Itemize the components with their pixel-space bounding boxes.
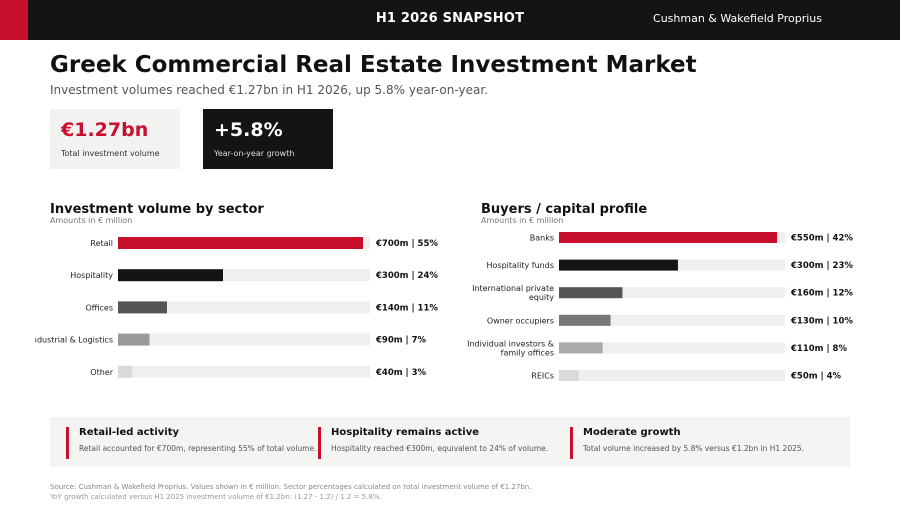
bar-track: [559, 287, 785, 299]
sector-bar-chart: Retail €700m | 55% Hospitality €300m | 24% O…: [35, 202, 465, 402]
insight-heading: Retail-led activity: [79, 427, 179, 438]
page-subtitle: Investment volumes reached €1.27bn in H1…: [50, 83, 488, 97]
bar: [118, 301, 167, 314]
value-label: €40m | 3%: [375, 368, 427, 378]
category-label: Banks: [530, 234, 554, 243]
source-line-1: Source: Cushman & Wakefield Proprius. Va…: [50, 483, 532, 491]
brand-name: Cushman & Wakefield Proprius: [653, 12, 822, 25]
insight-retail: Retail-led activity Retail accounted for…: [66, 427, 316, 459]
bar: [118, 333, 150, 346]
buyers-chart-svg: Banks €550m | 42% Hospitality funds €300m |…: [467, 232, 853, 382]
chart-unit-label: Amounts in € million: [50, 216, 133, 225]
bar-track: [118, 365, 370, 378]
category-label: Other: [90, 368, 113, 377]
chart-unit-label: Amounts in € million: [481, 216, 564, 225]
value-label: €140m | 11%: [375, 303, 438, 313]
value-label: €110m | 8%: [790, 344, 847, 354]
top-bar: H1 2026 SNAPSHOT Cushman & Wakefield Pro…: [0, 0, 900, 40]
kpi-value: €1.27bn: [61, 119, 149, 141]
bar: [559, 287, 623, 299]
value-label: €90m | 7%: [375, 336, 427, 346]
insights-panel: Retail-led activity Retail accounted for…: [50, 417, 850, 467]
insight-body: Total volume increased by 5.8% versus €1…: [583, 444, 805, 453]
category-label: Hospitality funds: [487, 261, 554, 270]
kpi-value: +5.8%: [214, 119, 283, 141]
bar-track: [559, 370, 785, 381]
kpi-card-yoy-growth: +5.8% Year-on-year growth: [203, 109, 333, 169]
bar-track: [118, 301, 370, 314]
bar-track: [118, 333, 370, 346]
category-label: Industrial & Logistics: [35, 336, 113, 345]
value-label: €130m | 10%: [790, 316, 853, 326]
insight-hospitality: Hospitality remains active Hospitality r…: [318, 427, 548, 459]
value-label: €700m | 55%: [375, 239, 438, 249]
value-label: €160m | 12%: [790, 289, 853, 299]
kpi-label: Total investment volume: [61, 149, 160, 158]
category-label: Hospitality: [70, 271, 113, 280]
insight-heading: Moderate growth: [583, 427, 681, 438]
category-label: Individual investors &: [467, 339, 554, 348]
category-label: family offices: [501, 348, 554, 357]
bar: [118, 269, 223, 282]
category-label: equity: [529, 293, 554, 302]
chart-title: Buyers / capital profile: [481, 202, 648, 217]
insight-body: Retail accounted for €700m, representing…: [79, 444, 317, 453]
bar: [118, 365, 132, 378]
bar: [559, 342, 603, 354]
bar-track: [559, 342, 785, 354]
source-note: Source: Cushman & Wakefield Proprius. Va…: [50, 482, 531, 502]
chart-title: Investment volume by sector: [50, 202, 264, 217]
insight-growth: Moderate growth Total volume increased b…: [570, 427, 804, 459]
brand-accent-block: [0, 0, 28, 40]
category-label: Owner occupiers: [487, 316, 554, 325]
kpi-card-total-volume: €1.27bn Total investment volume: [50, 109, 180, 169]
category-label: Offices: [85, 303, 113, 312]
sector-chart-svg: Retail €700m | 55% Hospitality €300m | 24% O…: [35, 237, 438, 378]
category-label: International private: [472, 284, 554, 293]
bar: [559, 370, 579, 381]
value-label: €300m | 23%: [790, 261, 853, 271]
bar: [559, 232, 778, 243]
buyers-bar-chart: Banks €550m | 42% Hospitality funds €300m |…: [466, 202, 896, 402]
insight-heading: Hospitality remains active: [331, 427, 479, 438]
category-label: Retail: [90, 239, 113, 248]
value-label: €300m | 24%: [375, 271, 438, 281]
bar: [559, 259, 678, 271]
value-label: €50m | 4%: [790, 372, 842, 382]
category-label: REICs: [531, 372, 554, 381]
kpi-label: Year-on-year growth: [214, 149, 295, 158]
page-title: Greek Commercial Real Estate Investment …: [50, 52, 697, 78]
bar: [118, 237, 363, 249]
snapshot-label: H1 2026 SNAPSHOT: [375, 11, 525, 26]
bar: [559, 314, 611, 326]
bar-track: [559, 314, 785, 326]
value-label: €550m | 42%: [790, 234, 853, 244]
insight-body: Hospitality reached €300m, equivalent to…: [331, 444, 549, 453]
source-line-2: YoY growth calculated versus H1 2025 inv…: [50, 493, 382, 501]
